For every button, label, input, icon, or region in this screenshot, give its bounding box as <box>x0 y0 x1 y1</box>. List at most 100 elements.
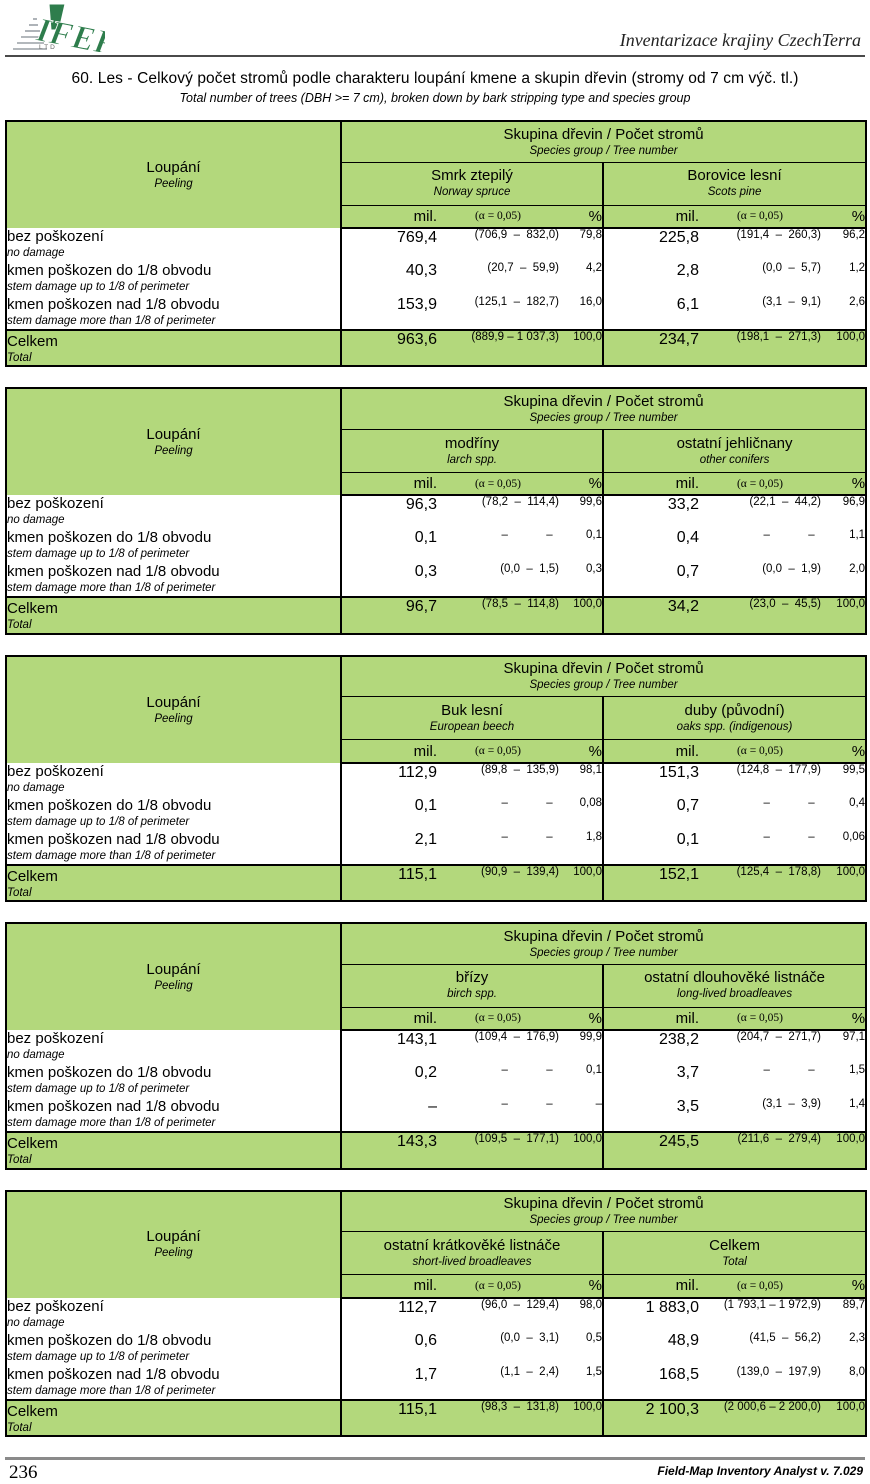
row-label-cz: bez poškození <box>7 1030 104 1048</box>
percent-column-header: % <box>559 1274 603 1299</box>
species-1-name-en: short-lived broadleaves <box>412 1255 532 1268</box>
table-row: bez poškození no damage 112,9 (89,8 – 13… <box>6 762 867 797</box>
pct-value: 100,0 <box>821 596 867 634</box>
row-label-en: Total <box>7 352 32 364</box>
row-label: Celkem Total <box>6 596 341 634</box>
row-label: kmen poškozen nad 1/8 obvodu stem damage… <box>6 1098 341 1133</box>
mil-value: 2,1 <box>340 830 437 865</box>
app-version: Field-Map Inventory Analyst v. 7.029 <box>657 1463 863 1478</box>
ci-value: (2 000,6 – 2 200,0) <box>699 1398 821 1436</box>
mil-value: 0,3 <box>340 563 437 598</box>
peeling-header-en: Peeling <box>154 712 193 725</box>
mil-value: 2,8 <box>602 262 699 296</box>
page-title: 60. Les - Celkový počet stromů podle cha… <box>71 70 799 87</box>
ci-value: (0,0 – 3,1) <box>437 1331 559 1366</box>
mil-column-header: mil. <box>340 1274 437 1299</box>
ci-value: – – <box>437 830 559 865</box>
ci-value: (0,0 – 1,5) <box>437 563 559 598</box>
ci-value: – – <box>699 1064 821 1099</box>
table-row: kmen poškozen nad 1/8 obvodu stem damage… <box>6 1365 867 1400</box>
pct-value: 100,0 <box>821 863 867 902</box>
mil-column-header: mil. <box>602 1007 699 1032</box>
ci-value: – – <box>437 529 559 564</box>
ci-value: (1,1 – 2,4) <box>437 1365 559 1400</box>
row-label-en: stem damage up to 1/8 of perimeter <box>7 815 190 828</box>
species-group-header-en: Species group / Tree number <box>529 411 678 424</box>
pct-value: 0,1 <box>559 1064 603 1099</box>
ci-value: – – <box>437 796 559 831</box>
pct-value: 0,06 <box>821 830 867 865</box>
row-label-en: stem damage more than 1/8 of perimeter <box>7 315 216 327</box>
mil-value: 143,3 <box>340 1131 437 1169</box>
species-2-name: Celkem <box>709 1236 760 1254</box>
mil-value: 40,3 <box>340 262 437 296</box>
table-row: bez poškození no damage 112,7 (96,0 – 12… <box>6 1297 867 1332</box>
pct-value: 99,6 <box>559 495 603 530</box>
pct-value: 1,2 <box>821 262 867 296</box>
percent-column-header: % <box>559 472 603 497</box>
tables-container: Loupání Peeling Skupina dřevin / Počet s… <box>5 120 868 1437</box>
species-2-header: Borovice lesní Scots pine <box>601 162 867 206</box>
species-table-2: Loupání Peeling Skupina dřevin / Počet s… <box>5 654 868 903</box>
mil-value: 0,2 <box>340 1064 437 1099</box>
pct-value: 100,0 <box>559 1131 603 1169</box>
row-label-cz: kmen poškozen do 1/8 obvodu <box>7 262 212 279</box>
ci-value: (96,0 – 129,4) <box>437 1297 559 1332</box>
mil-value: 1 883,0 <box>602 1297 699 1332</box>
row-label-cz: bez poškození <box>7 228 104 245</box>
alpha-column-header: (α = 0,05) <box>699 1274 821 1299</box>
ci-value: (0,0 – 1,9) <box>699 563 821 598</box>
total-row: Celkem Total 96,7 (78,5 – 114,8) 100,0 3… <box>6 596 867 634</box>
table-row: bez poškození no damage 769,4 (706,9 – 8… <box>6 228 867 262</box>
peeling-header: Loupání Peeling <box>6 121 341 228</box>
pct-value: 100,0 <box>821 1131 867 1169</box>
pct-value: 0,1 <box>559 529 603 564</box>
species-group-header-cz: Skupina dřevin / Počet stromů <box>503 660 704 678</box>
peeling-header-en: Peeling <box>154 177 193 190</box>
row-label: bez poškození no damage <box>6 228 341 262</box>
row-label: kmen poškozen do 1/8 obvodu stem damage … <box>6 1064 341 1099</box>
row-label: kmen poškozen nad 1/8 obvodu stem damage… <box>6 1365 341 1400</box>
row-label-cz: kmen poškozen nad 1/8 obvodu <box>7 296 220 313</box>
ci-value: (125,4 – 178,8) <box>699 863 821 902</box>
mil-column-header: mil. <box>602 205 699 229</box>
mil-value: 3,5 <box>602 1098 699 1133</box>
row-label-en: no damage <box>7 781 65 794</box>
mil-value: 33,2 <box>602 495 699 530</box>
ci-value: (78,5 – 114,8) <box>437 596 559 634</box>
pct-value: 4,2 <box>559 262 603 296</box>
ci-value: (98,3 – 131,8) <box>437 1398 559 1436</box>
table-row: kmen poškozen nad 1/8 obvodu stem damage… <box>6 830 867 865</box>
row-label-cz: bez poškození <box>7 495 104 513</box>
row-label-en: stem damage more than 1/8 of perimeter <box>7 1384 216 1397</box>
peeling-header-cz: Loupání <box>146 426 201 444</box>
table-row: kmen poškozen do 1/8 obvodu stem damage … <box>6 262 867 296</box>
row-label-cz: Celkem <box>7 1402 58 1420</box>
species-1-name: Buk lesní <box>441 702 503 720</box>
table-row: kmen poškozen do 1/8 obvodu stem damage … <box>6 529 867 564</box>
ci-value: (889,9 – 1 037,3) <box>437 328 559 367</box>
row-label-cz: kmen poškozen do 1/8 obvodu <box>7 529 212 547</box>
mil-value: 151,3 <box>602 762 699 797</box>
pct-value: 96,2 <box>821 228 867 262</box>
species-2-name-en: long-lived broadleaves <box>677 988 793 1001</box>
mil-value: 3,7 <box>602 1064 699 1099</box>
pct-value: 97,1 <box>821 1030 867 1065</box>
table-row: bez poškození no damage 96,3 (78,2 – 114… <box>6 495 867 530</box>
mil-value: 0,1 <box>340 796 437 831</box>
percent-column-header: % <box>821 1007 867 1032</box>
row-label-en: stem damage more than 1/8 of perimeter <box>7 849 216 862</box>
ci-value: (211,6 – 279,4) <box>699 1131 821 1169</box>
species-group-header: Skupina dřevin / Počet stromů Species gr… <box>339 1190 867 1232</box>
species-1-name: modříny <box>444 434 500 452</box>
row-label-en: no damage <box>7 1049 65 1062</box>
peeling-header-en: Peeling <box>154 445 193 458</box>
mil-value: 245,5 <box>602 1131 699 1169</box>
pct-value: 96,9 <box>821 495 867 530</box>
row-label-en: Total <box>7 619 32 632</box>
mil-value: 2 100,3 <box>602 1398 699 1436</box>
row-label: kmen poškozen do 1/8 obvodu stem damage … <box>6 262 341 296</box>
row-label-en: no damage <box>7 247 65 259</box>
pct-value: – <box>559 1098 603 1133</box>
species-1-name: ostatní krátkověké listnáče <box>383 1236 561 1254</box>
